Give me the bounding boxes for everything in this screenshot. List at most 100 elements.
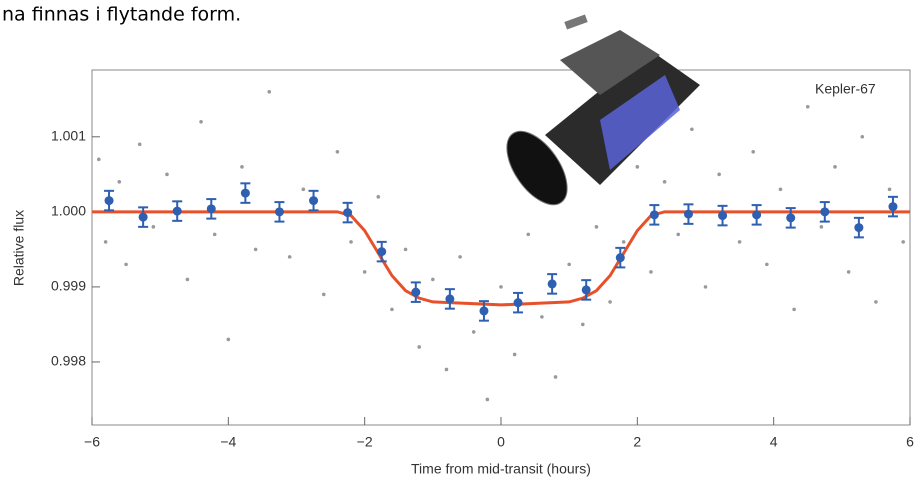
data-point: [649, 270, 653, 274]
x-tick-label: 6: [906, 434, 914, 450]
data-point: [594, 225, 599, 229]
binned-point: [820, 207, 830, 217]
data-point: [471, 330, 476, 334]
data-point: [887, 187, 892, 192]
data-point: [635, 165, 640, 169]
data-point: [103, 240, 108, 244]
x-tick-label: −6: [84, 434, 100, 450]
x-tick-label: 2: [633, 434, 641, 450]
data-point: [717, 172, 721, 177]
x-tick-label: 4: [770, 434, 778, 450]
data-point: [819, 225, 824, 229]
data-point: [349, 240, 353, 244]
x-axis-label: Time from mid-transit (hours): [411, 461, 591, 477]
data-point: [676, 232, 681, 237]
binned-point: [718, 211, 728, 221]
data-point: [608, 300, 612, 304]
binned-point: [479, 306, 489, 316]
data-point: [737, 240, 742, 244]
data-point: [662, 180, 667, 184]
data-point: [151, 225, 156, 229]
data-point: [901, 240, 905, 244]
data-point: [362, 270, 367, 274]
telescope-image: [506, 14, 700, 206]
binned-point: [786, 213, 796, 223]
data-point: [403, 247, 408, 252]
annotation: Kepler-67: [815, 81, 876, 97]
x-tick-label: 0: [497, 434, 505, 450]
data-point: [267, 89, 272, 94]
binned-point: [343, 208, 353, 218]
binned-point: [547, 279, 557, 289]
data-point: [253, 247, 258, 252]
binned-point: [888, 202, 898, 212]
y-tick-label: 1.001: [51, 128, 86, 144]
binned-point: [104, 196, 114, 206]
plot-area: −6 −4 −2 0 2 4 6 0.998 0.999 1.000 1.001: [51, 89, 914, 450]
binned-point: [172, 206, 182, 216]
data-point: [621, 240, 626, 244]
data-point: [703, 285, 708, 289]
data-point: [553, 375, 558, 379]
data-point: [792, 307, 796, 312]
binned-point: [752, 210, 762, 220]
x-tick-label: −2: [357, 434, 373, 450]
data-point: [376, 195, 381, 199]
data-point: [690, 127, 694, 132]
data-point: [185, 277, 190, 282]
binned-point: [138, 212, 148, 222]
data-point: [301, 187, 306, 192]
data-point: [751, 150, 756, 154]
data-point: [240, 165, 244, 169]
y-tick-label: 0.999: [51, 278, 86, 294]
heading: na finnas i flytande form.: [2, 4, 241, 26]
data-point: [499, 285, 503, 289]
binned-point: [649, 210, 659, 220]
data-point: [444, 367, 449, 372]
y-axis-label: Relative flux: [11, 210, 27, 286]
data-point: [485, 397, 490, 402]
binned-point: [854, 223, 864, 233]
data-point: [124, 262, 128, 267]
data-point: [846, 270, 851, 274]
data-point: [97, 157, 101, 162]
y-tick-label: 1.000: [51, 203, 86, 219]
binned-point: [274, 207, 284, 217]
data-point: [458, 255, 462, 259]
binned-point: [683, 209, 693, 219]
data-point: [860, 134, 865, 139]
data-point: [287, 255, 292, 259]
binned-point: [615, 253, 625, 263]
binned-point: [513, 298, 523, 308]
data-point: [335, 150, 340, 154]
model-curve: [92, 210, 910, 307]
x-tick-label: −4: [220, 434, 236, 450]
binned-point: [309, 196, 319, 206]
binned-point: [377, 247, 387, 257]
binned-point: [445, 294, 455, 304]
binned-point: [206, 204, 216, 214]
data-point: [165, 172, 169, 177]
data-point: [805, 104, 810, 109]
data-point: [137, 142, 142, 147]
data-point: [417, 345, 422, 349]
data-point: [199, 119, 203, 124]
data-point: [117, 180, 122, 184]
data-point: [581, 322, 585, 327]
data-point: [226, 337, 231, 342]
y-tick-label: 0.998: [51, 353, 86, 369]
data-point: [431, 277, 435, 282]
data-point: [778, 187, 783, 192]
data-point: [833, 165, 837, 169]
data-point: [874, 300, 878, 304]
binned-point: [411, 287, 421, 297]
data-point: [321, 292, 326, 297]
binned-point: [240, 188, 250, 198]
data-point: [765, 262, 769, 267]
plot-frame: [91, 69, 911, 426]
data-point: [212, 232, 217, 237]
data-point: [390, 307, 394, 312]
data-point: [512, 352, 517, 357]
